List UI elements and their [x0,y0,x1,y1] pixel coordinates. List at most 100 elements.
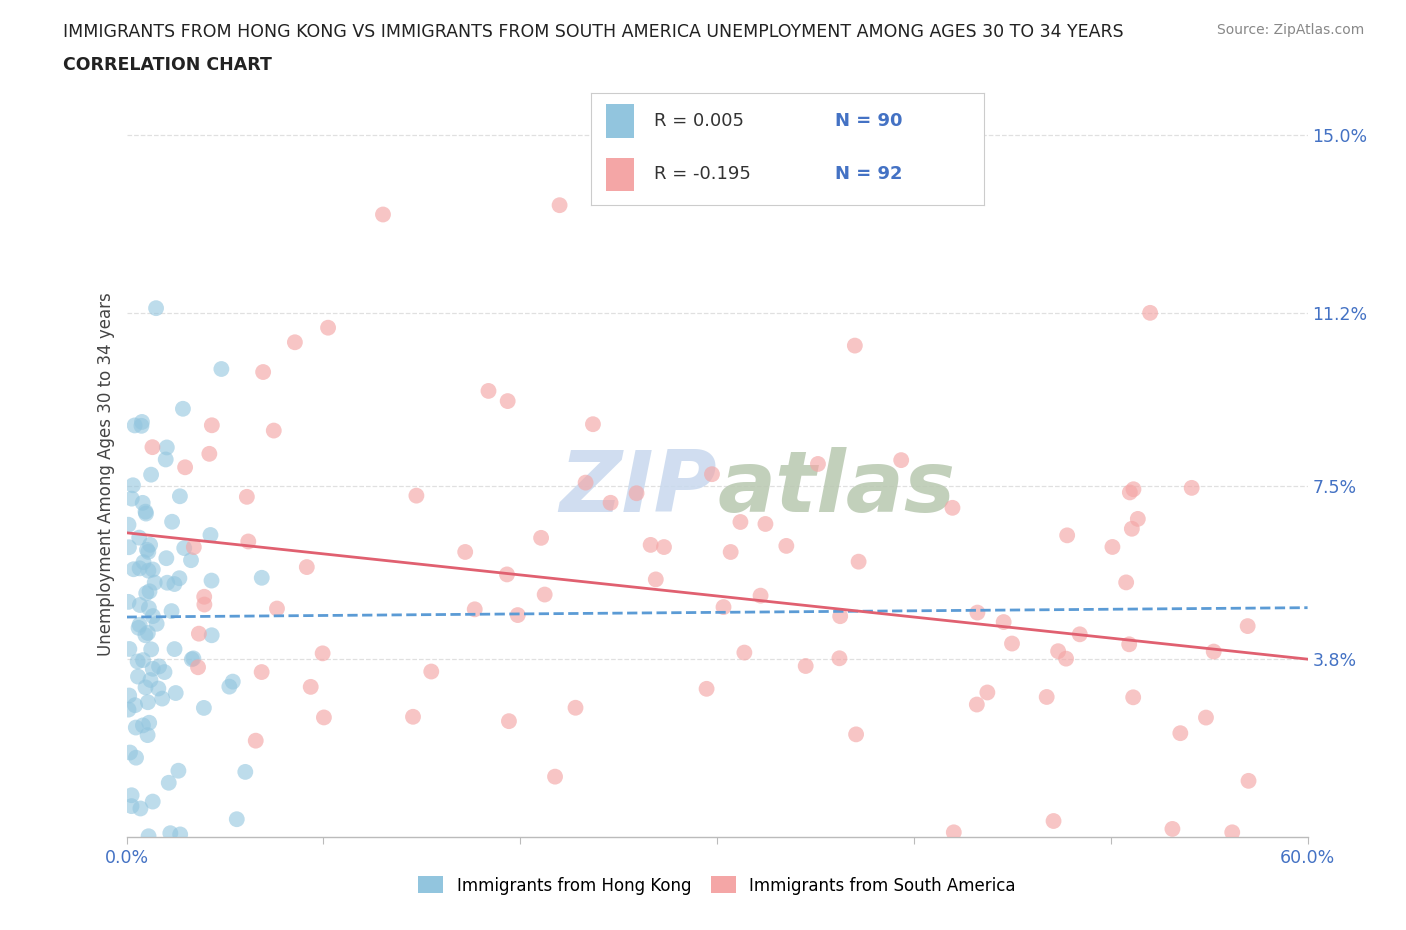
Point [1118,637,1140,652]
Point [121,491,143,506]
Point [775,538,797,553]
Point [132,653,155,668]
Point [138,829,160,844]
Point [122,562,145,577]
Point [167,764,190,778]
Point [124,418,146,432]
Point [640,538,662,552]
Text: Source: ZipAtlas.com: Source: ZipAtlas.com [1216,23,1364,37]
Point [312,710,335,724]
Point [124,698,146,712]
Point [299,680,322,695]
Point [136,727,159,742]
Point [163,642,186,657]
FancyBboxPatch shape [606,158,634,192]
Point [118,688,141,703]
Point [830,609,852,624]
Point [1035,689,1057,704]
Y-axis label: Unemployment Among Ages 30 to 34 years: Unemployment Among Ages 30 to 34 years [97,292,115,657]
Point [848,554,870,569]
Point [127,654,149,669]
Point [498,713,520,728]
Point [730,514,752,529]
Point [143,575,166,590]
Point [187,659,209,674]
Text: R = 0.005: R = 0.005 [654,112,744,130]
Point [153,665,176,680]
Point [1161,821,1184,836]
Point [165,685,187,700]
Point [311,646,333,661]
Point [845,727,868,742]
Point [266,601,288,616]
Point [145,617,167,631]
Point [544,769,567,784]
Point [1121,522,1143,537]
Point [316,320,339,335]
Point [174,459,197,474]
Point [225,812,247,827]
Point [828,651,851,666]
Point [160,514,183,529]
Point [1181,481,1204,496]
Text: R = -0.195: R = -0.195 [654,166,751,183]
Point [201,418,224,432]
Point [941,500,963,515]
Point [172,402,194,417]
Point [131,418,153,433]
Point [696,682,718,697]
Point [125,720,148,735]
Point [993,615,1015,630]
Point [183,651,205,666]
Point [250,570,273,585]
Point [548,198,571,213]
Point [193,700,215,715]
Point [139,672,162,687]
Point [530,530,553,545]
Point [420,664,443,679]
Point [464,602,486,617]
Point [150,691,173,706]
Point [180,552,202,567]
Point [155,452,177,467]
Point [148,681,170,696]
Point [131,496,153,511]
Point [218,679,240,694]
Point [117,702,139,717]
Point [1220,825,1243,840]
Legend: Immigrants from Hong Kong, Immigrants from South America: Immigrants from Hong Kong, Immigrants fr… [412,870,1022,901]
Point [209,362,232,377]
Point [236,489,259,504]
Text: CORRELATION CHART: CORRELATION CHART [63,56,273,73]
Point [582,417,605,432]
Point [700,467,723,482]
Point [136,544,159,559]
Point [198,446,221,461]
Point [533,587,555,602]
Point [183,539,205,554]
Point [496,567,519,582]
Text: ZIP: ZIP [560,447,717,530]
Point [250,665,273,680]
Point [402,710,425,724]
Point [128,530,150,545]
Point [844,339,866,353]
Point [142,794,165,809]
Point [139,467,162,482]
Point [1042,814,1064,829]
Point [135,586,157,601]
Point [155,551,177,565]
Point [477,383,499,398]
Point [245,733,267,748]
Point [135,680,157,695]
Text: IMMIGRANTS FROM HONG KONG VS IMMIGRANTS FROM SOUTH AMERICA UNEMPLOYMENT AMONG AG: IMMIGRANTS FROM HONG KONG VS IMMIGRANTS … [63,23,1123,41]
Point [749,588,772,603]
Point [160,604,183,618]
Point [136,626,159,641]
Point [1122,482,1144,497]
Point [135,506,157,521]
Point [713,600,735,615]
Point [200,527,222,542]
Point [128,598,150,613]
Point [201,628,224,643]
